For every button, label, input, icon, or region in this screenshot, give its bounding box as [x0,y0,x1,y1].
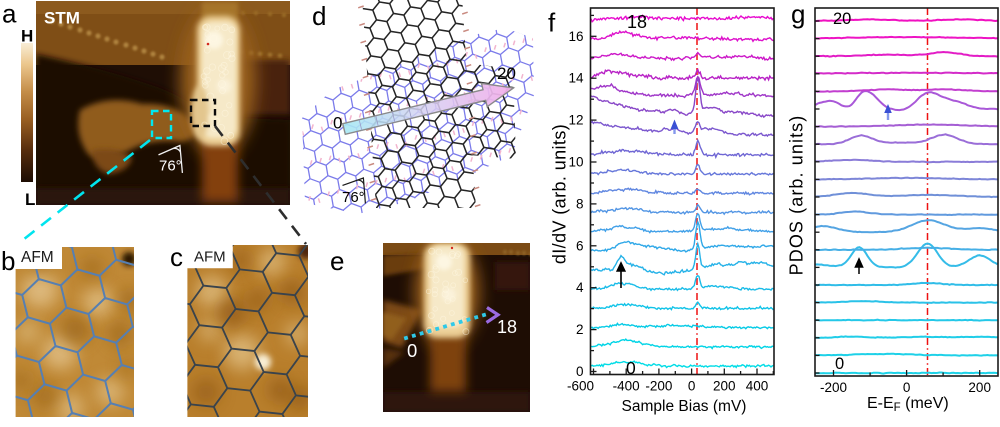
svg-text:12: 12 [568,113,583,128]
svg-text:0: 0 [626,358,636,378]
svg-text:200: 200 [968,380,991,395]
svg-text:H: H [21,27,33,46]
svg-text:0: 0 [835,355,844,373]
svg-text:a: a [2,0,17,29]
svg-text:-200: -200 [645,379,672,394]
svg-text:d: d [312,1,326,31]
svg-text:L: L [25,190,35,209]
svg-text:PDOS (arb. units): PDOS (arb. units) [787,115,807,276]
svg-text:0: 0 [407,340,417,361]
svg-text:-400: -400 [613,379,640,394]
svg-text:AFM: AFM [194,249,226,266]
svg-text:g: g [791,0,805,29]
svg-text:0: 0 [576,364,584,379]
svg-text:0: 0 [688,379,696,394]
svg-text:dI/dV (arb. units): dI/dV (arb. units) [550,124,570,264]
svg-text:20: 20 [497,64,516,83]
svg-text:Sample Bias (mV): Sample Bias (mV) [622,398,747,415]
svg-text:E-EF (meV): E-EF (meV) [867,395,949,414]
svg-text:18: 18 [497,317,517,337]
svg-text:400: 400 [746,379,769,394]
svg-text:76°: 76° [342,189,365,206]
svg-text:0: 0 [333,114,342,133]
svg-text:-600: -600 [567,379,594,394]
svg-text:2: 2 [576,322,584,337]
svg-text:200: 200 [713,379,736,394]
svg-text:76°: 76° [159,158,182,175]
svg-text:STM: STM [44,9,80,28]
svg-text:AFM: AFM [21,249,54,266]
svg-text:10: 10 [568,155,583,170]
svg-text:e: e [330,246,344,276]
svg-text:20: 20 [833,10,851,28]
svg-text:16: 16 [568,29,583,44]
svg-text:0: 0 [903,380,911,395]
svg-text:b: b [1,246,15,276]
svg-text:c: c [170,242,183,272]
svg-text:8: 8 [576,196,584,211]
svg-text:4: 4 [576,280,584,295]
svg-text:14: 14 [568,71,584,86]
svg-text:-200: -200 [820,380,847,395]
svg-text:6: 6 [576,238,584,253]
svg-text:18: 18 [627,12,647,32]
svg-text:f: f [548,8,556,38]
